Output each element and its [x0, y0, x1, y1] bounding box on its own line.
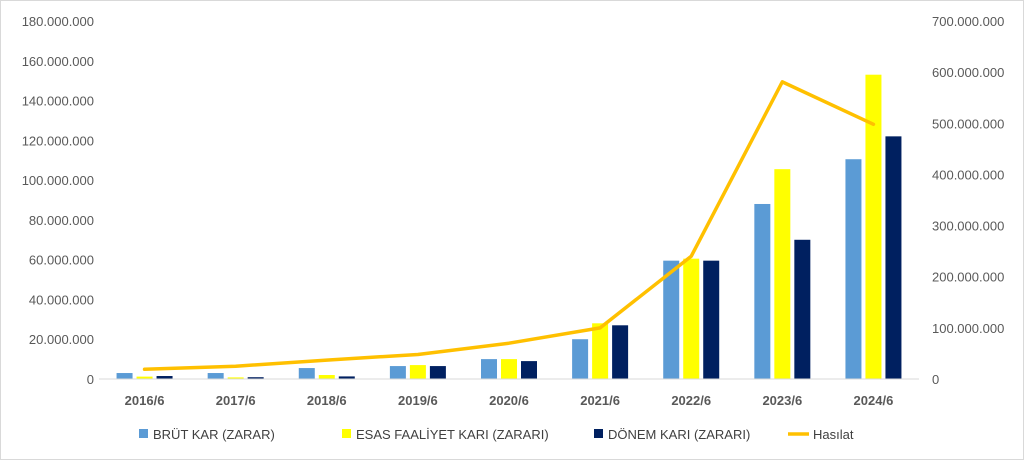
category-label: 2017/6: [216, 393, 256, 408]
bar: [227, 377, 244, 379]
bar: [845, 159, 862, 379]
bar: [572, 339, 589, 379]
bar: [501, 359, 517, 379]
legend-label: BRÜT KAR (ZARAR): [153, 427, 275, 442]
right-axis-tick-label: 100.000.000: [932, 321, 1004, 336]
right-axis-tick-label: 200.000.000: [932, 270, 1004, 285]
left-axis-tick-label: 120.000.000: [22, 133, 94, 148]
bar: [865, 74, 882, 379]
right-axis-tick-label: 500.000.000: [932, 116, 1004, 131]
legend-label: ESAS FAALİYET KARI (ZARARI): [356, 427, 549, 442]
right-axis-tick-label: 600.000.000: [932, 65, 1004, 80]
right-axis-tick-label: 0: [932, 372, 939, 387]
bar: [754, 203, 771, 379]
bar: [885, 136, 902, 379]
left-axis-tick-label: 40.000.000: [29, 292, 94, 307]
legend-label: DÖNEM KARI (ZARARI): [608, 427, 750, 442]
left-axis-ticks: 0 20.000.000 40.000.000 60.000.000 80.000.00…: [22, 14, 94, 387]
bar: [338, 376, 355, 379]
bar: [703, 260, 720, 379]
category-label: 2022/6: [671, 393, 711, 408]
legend: BRÜT KAR (ZARAR) ESAS FAALİYET KARI (ZARA…: [139, 427, 854, 442]
right-axis-tick-label: 700.000.000: [932, 14, 1004, 29]
category-label: 2020/6: [489, 393, 529, 408]
left-axis-tick-label: 160.000.000: [22, 54, 94, 69]
line-layer: [142, 80, 876, 372]
bar: [521, 361, 537, 379]
category-label: 2023/6: [762, 393, 802, 408]
category-label: 2021/6: [580, 393, 620, 408]
category-label: 2019/6: [398, 393, 438, 408]
right-axis-tick-label: 400.000.000: [932, 167, 1004, 182]
category-label: 2024/6: [854, 393, 894, 408]
bar: [207, 373, 224, 379]
legend-swatch: [594, 429, 603, 438]
legend-label: Hasılat: [813, 427, 854, 442]
bar: [136, 376, 153, 379]
bar: [592, 323, 609, 379]
category-axis-ticks: 2016/6 2017/6 2018/6 2019/6 2020/6 2021/6 2022…: [125, 393, 894, 408]
bar: [247, 377, 264, 379]
bar: [389, 366, 406, 379]
right-axis-tick-label: 300.000.000: [932, 219, 1004, 234]
category-label: 2018/6: [307, 393, 347, 408]
bar: [683, 258, 700, 379]
bar: [481, 359, 497, 379]
left-axis-tick-label: 140.000.000: [22, 94, 94, 109]
right-axis-ticks: 0 100.000.000 200.000.000 300.000.000 400.00…: [932, 14, 1004, 387]
left-axis-tick-label: 100.000.000: [22, 173, 94, 188]
bar-group: [116, 74, 902, 379]
legend-swatch: [342, 429, 351, 438]
bar: [774, 169, 791, 379]
left-axis-tick-label: 180.000.000: [22, 14, 94, 29]
left-axis-tick-label: 20.000.000: [29, 332, 94, 347]
series-line: [142, 80, 876, 372]
category-label: 2016/6: [125, 393, 165, 408]
bar: [298, 368, 315, 379]
left-axis-tick-label: 0: [87, 372, 94, 387]
bar: [116, 373, 133, 379]
left-axis-tick-label: 80.000.000: [29, 213, 94, 228]
bar: [429, 366, 446, 379]
bar: [612, 325, 629, 379]
bar: [794, 239, 811, 379]
left-axis-tick-label: 60.000.000: [29, 253, 94, 268]
bar: [409, 365, 426, 379]
bar: [156, 376, 173, 379]
bar: [663, 260, 680, 379]
legend-swatch: [139, 429, 148, 438]
bar: [318, 375, 335, 379]
